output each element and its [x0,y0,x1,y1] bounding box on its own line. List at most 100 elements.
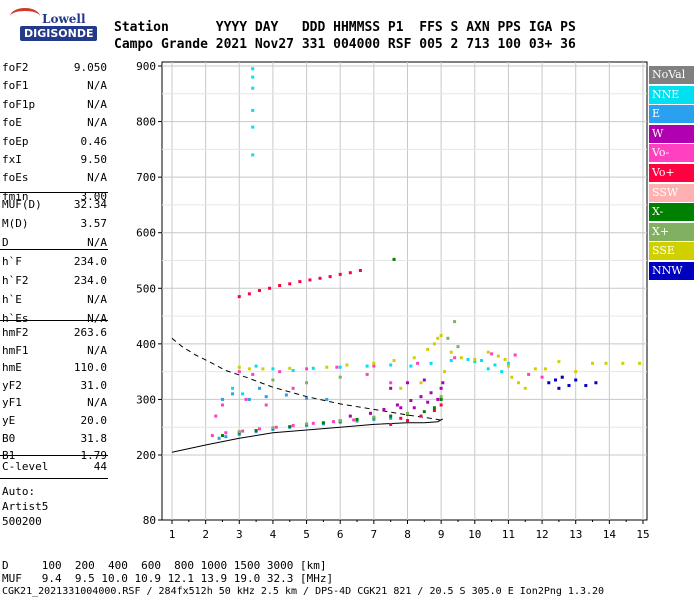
auto-scaling-line: Artist5 [2,500,49,513]
data-point-sse [638,361,642,365]
data-point-vo [278,370,282,374]
data-point-vo [399,416,403,420]
data-point-x [422,410,426,414]
data-point-sse [449,350,453,354]
legend-item-vo: Vo+ [649,164,694,182]
data-point-vo [358,269,362,273]
data-point-vo [288,282,292,286]
y-tick-label: 800 [136,116,156,129]
param-value: 9.50 [80,153,108,166]
data-point-w [348,414,352,418]
data-point-vo [251,372,255,376]
data-point-sse [543,367,547,371]
data-point-vo [237,370,241,374]
data-point-sse [439,334,443,338]
data-point-vo [274,425,278,429]
param-name: foEp [2,134,29,148]
data-point-sse [506,364,510,368]
data-point-nne [466,357,470,361]
param-name: foE [2,116,22,130]
data-point-nne [409,364,413,368]
data-point-nnw [557,386,561,390]
data-point-vo [389,381,393,385]
data-point-nnw [574,378,578,382]
data-point-sse [517,381,521,385]
param-value: 3.00 [80,189,108,203]
data-point-sse [533,367,537,371]
y-tick-label: 600 [136,227,156,240]
data-point-vo [244,397,248,401]
data-point-sse [261,367,265,371]
data-point-nne [500,370,504,374]
param-value: N/A [87,236,107,249]
data-point-e [217,436,221,440]
data-point-x [271,426,275,430]
data-point-w [422,378,426,382]
y-tick-label: 700 [136,171,156,184]
param-name: fmin [2,189,29,203]
data-point-vo [328,275,332,279]
param-value: N/A [87,116,107,130]
x-tick-label: 9 [438,528,445,541]
data-point-sse [288,366,292,370]
param-value: 110.0 [73,361,107,375]
legend-item-e: E [649,105,694,124]
x-tick-label: 14 [603,528,617,541]
data-point-x [271,378,275,382]
data-point-vo [419,414,423,418]
data-point-nne [493,363,497,367]
y-tick-label: 500 [136,282,156,295]
data-point-sse [496,354,500,358]
data-point-nne [251,153,255,157]
data-point-w [399,406,403,410]
data-point-vo [268,286,272,290]
param-value: 234.0 [73,274,107,287]
data-point-e [284,393,288,397]
data-point-w [419,395,423,399]
param-name: yF1 [2,396,22,410]
x-tick-label: 13 [569,528,582,541]
data-point-x [288,425,292,429]
y-tick-label: 900 [136,60,156,73]
x-tick-label: 7 [371,528,378,541]
data-point-vo [389,422,393,426]
data-point-sse [443,370,447,374]
data-point-x [439,395,443,399]
data-point-w [429,391,433,395]
data-point-nne [389,363,393,367]
data-point-e [325,397,329,401]
data-point-nne [291,369,295,373]
data-point-nne [486,367,490,371]
data-point-nne [271,367,275,371]
y-tick-label: 300 [136,393,156,406]
legend-item-noval: NoVal [649,66,694,84]
data-point-sse [459,356,463,360]
data-point-vo [298,280,302,284]
param-name: foEs [2,171,29,185]
data-point-nnw [594,381,598,385]
data-point-nne [251,67,255,71]
data-point-w [368,411,372,415]
param-value: N/A [87,312,107,325]
data-point-vo [257,289,261,293]
data-point-nne [506,361,510,365]
param-name: h`E [2,293,22,306]
legend-item-vo: Vo- [649,144,694,163]
data-point-sse [372,361,376,365]
param-name: yE [2,414,16,427]
x-tick-label: 10 [468,528,481,541]
lowell-digisonde-logo: Lowell DIGISONDE [4,4,104,50]
logo-swoosh-icon [10,8,40,25]
data-point-vo [220,403,224,407]
data-point-vo [308,278,312,282]
data-point-sse [432,342,436,346]
data-point-nne [338,365,342,369]
data-point-nne [231,386,235,390]
data-point-x [432,406,436,410]
data-point-sse [426,347,430,351]
x-tick-label: 12 [535,528,548,541]
data-point-vo [365,372,369,376]
auto-scaling-line: Auto: [2,485,36,498]
param-name: MUF(D) [2,198,42,211]
